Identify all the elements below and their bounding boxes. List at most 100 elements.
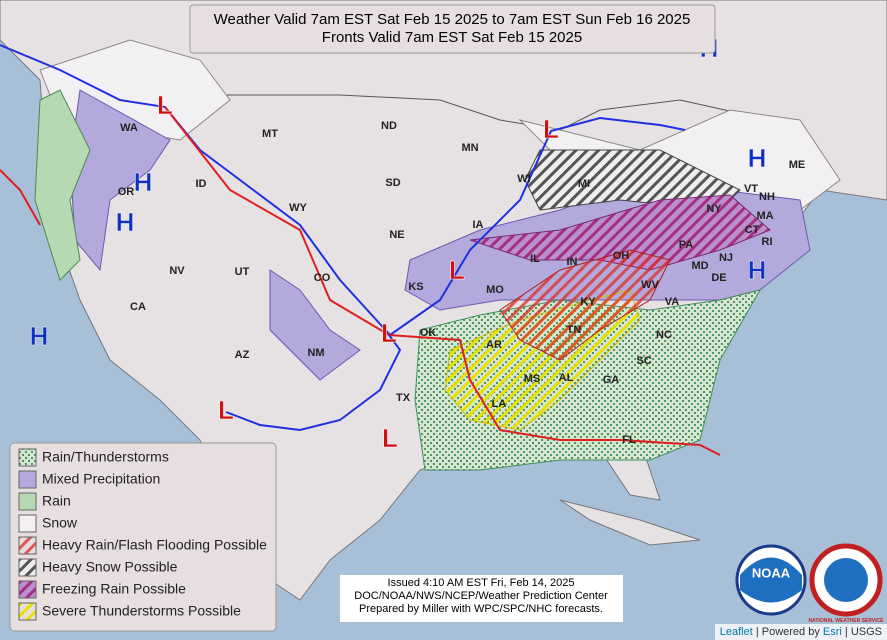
legend-swatch xyxy=(18,492,37,511)
state-labels: WA MT ND MN OR ID SD WI MI WY NE IA NV UT CO IL IN OH PA NY… xyxy=(118,120,806,446)
state-label: VT xyxy=(744,183,758,195)
state-label: LA xyxy=(492,398,507,410)
state-label: MN xyxy=(461,142,478,154)
legend-label: Severe Thunderstorms Possible xyxy=(42,603,241,619)
heavy-rain-area xyxy=(499,249,671,361)
low-center: L xyxy=(381,318,397,348)
legend-label: Freezing Rain Possible xyxy=(42,581,186,597)
legend-swatch xyxy=(18,602,37,621)
issued: Issued 4:10 AM EST Fri, Feb 14, 2025 xyxy=(388,577,575,589)
legend-swatch xyxy=(18,448,37,467)
issued-box xyxy=(340,575,623,622)
state-label: OR xyxy=(118,186,135,198)
state-label: NE xyxy=(389,229,404,241)
state-label: WI xyxy=(517,173,530,185)
state-label: CO xyxy=(314,272,331,284)
attribution-text: | USGS xyxy=(841,626,882,638)
warm-front xyxy=(0,169,41,226)
high-center: H xyxy=(116,207,135,237)
legend-swatch xyxy=(18,558,37,577)
high-center: H xyxy=(134,167,153,197)
legend-label: Mixed Precipitation xyxy=(42,471,160,487)
state-label: NH xyxy=(759,191,775,203)
state-label: TX xyxy=(396,392,411,404)
cold-front xyxy=(0,44,686,337)
nws-center xyxy=(824,558,868,602)
state-label: CT xyxy=(745,224,760,236)
high-center: H xyxy=(748,143,767,173)
state-label: WV xyxy=(641,279,659,291)
subtitle: Fronts Valid 7am EST Sat Feb 15 2025 xyxy=(322,29,582,46)
state-label: MD xyxy=(691,260,708,272)
state-label: NJ xyxy=(719,252,733,264)
legend-swatch xyxy=(18,514,37,533)
warm-front xyxy=(164,106,721,456)
low-center: L xyxy=(157,90,173,120)
state-label: VA xyxy=(665,296,680,308)
leaflet-link[interactable]: Leaflet xyxy=(719,626,753,638)
state-label: CA xyxy=(130,301,146,313)
state-label: IL xyxy=(530,253,540,265)
esri-link[interactable]: Esri xyxy=(822,626,842,638)
state-label: AL xyxy=(559,372,574,384)
state-label: NC xyxy=(656,329,672,341)
noaa-wave xyxy=(740,557,802,603)
state-label: AR xyxy=(486,339,502,351)
issued-office: DOC/NOAA/NWS/NCEP/Weather Prediction Cen… xyxy=(354,590,608,602)
state-label: RI xyxy=(762,236,773,248)
state-label: OK xyxy=(420,327,437,339)
state-label: GA xyxy=(603,374,620,386)
state-label: WY xyxy=(289,202,307,214)
high-center: H xyxy=(30,321,49,351)
state-label: OH xyxy=(613,250,630,262)
state-label: NM xyxy=(307,347,324,359)
state-label: TN xyxy=(567,324,582,336)
state-label: KY xyxy=(580,296,596,308)
legend-box xyxy=(9,442,277,632)
high-center: H xyxy=(748,255,767,285)
state-label: NY xyxy=(706,203,722,215)
cuba xyxy=(559,499,701,546)
state-label: SD xyxy=(385,177,400,189)
legend-label: Rain xyxy=(42,493,71,509)
low-center: L xyxy=(218,395,234,425)
legend-label: Snow xyxy=(42,515,78,531)
noaa-text: NOAA xyxy=(752,565,791,580)
legend-swatch xyxy=(18,536,37,555)
legend-label: Rain/Thunderstorms xyxy=(42,449,169,465)
legend: Rain/Thunderstorms Mixed Precipitation Rai… xyxy=(18,448,267,621)
legend-label: Heavy Snow Possible xyxy=(42,559,178,575)
state-label: IN xyxy=(567,256,578,268)
title-box xyxy=(189,4,716,54)
state-label: AZ xyxy=(235,349,250,361)
state-label: UT xyxy=(235,266,250,278)
state-label: ME xyxy=(789,159,806,171)
state-label: DE xyxy=(711,272,726,284)
state-label: FL xyxy=(622,434,636,446)
low-center: L xyxy=(449,255,465,285)
state-label: MS xyxy=(524,373,541,385)
issued-author: Prepared by Miller with WPC/SPC/NHC fore… xyxy=(359,603,603,615)
state-label: PA xyxy=(679,239,694,251)
low-center: L xyxy=(382,423,398,453)
state-label: ID xyxy=(196,178,207,190)
legend-swatch xyxy=(18,470,37,489)
attribution-text: | Powered by xyxy=(752,626,823,638)
rain-area xyxy=(34,89,91,281)
state-label: MT xyxy=(262,128,278,140)
state-label: MI xyxy=(578,178,590,190)
state-label: NV xyxy=(169,265,185,277)
nws-text: NATIONAL WEATHER SERVICE xyxy=(809,618,885,624)
title: Weather Valid 7am EST Sat Feb 15 2025 to… xyxy=(214,11,691,28)
state-label: SC xyxy=(636,355,651,367)
freezing-rain-area xyxy=(469,194,771,271)
state-label: MA xyxy=(756,210,773,222)
state-label: IA xyxy=(473,219,484,231)
state-label: KS xyxy=(408,281,423,293)
cold-front xyxy=(225,334,402,432)
legend-swatch xyxy=(18,580,37,599)
state-label: WA xyxy=(120,122,138,134)
legend-label: Heavy Rain/Flash Flooding Possible xyxy=(42,537,267,553)
